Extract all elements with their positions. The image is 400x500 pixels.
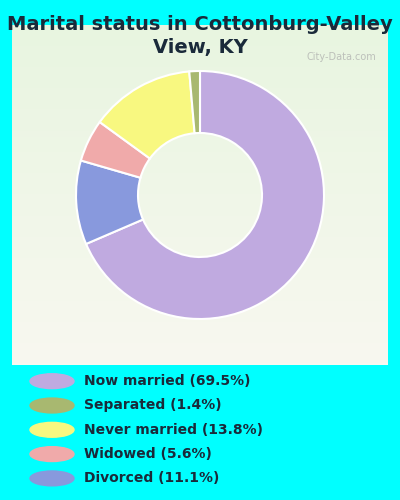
Wedge shape (76, 160, 143, 244)
Text: Never married (13.8%): Never married (13.8%) (84, 423, 263, 437)
Circle shape (30, 471, 74, 486)
Text: Marital status in Cottonburg-Valley
View, KY: Marital status in Cottonburg-Valley View… (7, 15, 393, 58)
Circle shape (30, 422, 74, 437)
Text: Widowed (5.6%): Widowed (5.6%) (84, 447, 212, 461)
Circle shape (30, 446, 74, 462)
Wedge shape (189, 71, 200, 133)
Circle shape (30, 374, 74, 388)
Text: City-Data.com: City-Data.com (307, 52, 377, 62)
Text: Now married (69.5%): Now married (69.5%) (84, 374, 250, 388)
Text: Divorced (11.1%): Divorced (11.1%) (84, 472, 219, 486)
Wedge shape (86, 71, 324, 319)
Circle shape (30, 398, 74, 413)
Wedge shape (81, 122, 150, 178)
Wedge shape (100, 72, 195, 158)
Text: Separated (1.4%): Separated (1.4%) (84, 398, 222, 412)
